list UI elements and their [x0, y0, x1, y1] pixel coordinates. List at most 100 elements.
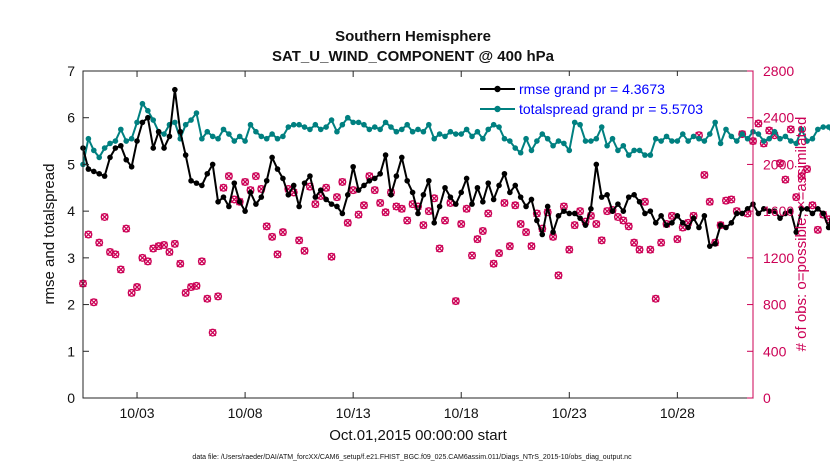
totalspread-point	[361, 121, 367, 128]
obs-count-point	[495, 249, 504, 258]
totalspread-point	[474, 128, 481, 135]
totalspread-point	[188, 117, 194, 123]
obs-assimilated-marker	[419, 221, 428, 229]
rmse-point	[598, 194, 605, 200]
obs-count-point	[359, 201, 368, 210]
obs-count-point	[419, 221, 428, 230]
obs-assimilated-marker	[571, 221, 579, 229]
obs-count-point	[624, 222, 633, 231]
obs-count-point	[565, 245, 574, 254]
rmse-point	[815, 206, 821, 212]
obs-assimilated-marker	[657, 239, 665, 247]
obs-count-point	[268, 232, 277, 241]
obs-possible-marker	[376, 198, 385, 207]
obs-count-point	[484, 209, 493, 218]
obs-count-point	[597, 236, 606, 245]
totalspread-point	[669, 138, 675, 144]
totalspread-point	[453, 131, 459, 137]
obs-assimilated-marker	[554, 271, 563, 280]
totalspread-point	[145, 107, 151, 114]
rmse-point	[388, 191, 394, 198]
obs-count-point	[754, 119, 763, 128]
rmse-point	[571, 210, 578, 217]
obs-possible-marker	[435, 244, 444, 253]
obs-count-point	[89, 298, 98, 307]
rmse-point	[463, 175, 470, 182]
rmse-point	[420, 191, 427, 198]
obs-possible-marker	[338, 177, 347, 186]
obs-possible-marker	[813, 225, 822, 234]
obs-possible-marker	[738, 130, 747, 139]
rmse-point	[442, 184, 448, 191]
totalspread-point	[550, 142, 556, 149]
y-right-tick-label: 1600	[763, 203, 794, 219]
rmse-point	[453, 201, 459, 207]
totalspread-point	[436, 131, 443, 137]
obs-assimilated-marker	[727, 195, 736, 204]
obs-count-point	[251, 172, 260, 181]
rmse-point	[242, 208, 248, 214]
obs-assimilated-marker	[781, 175, 790, 184]
obs-possible-marker	[160, 241, 169, 250]
totalspread-point	[609, 135, 616, 142]
totalspread-point	[766, 135, 773, 142]
obs-possible-marker	[332, 193, 341, 202]
obs-assimilated-marker	[495, 249, 503, 257]
obs-count-point	[84, 230, 93, 239]
obs-assimilated-marker	[252, 172, 260, 180]
obs-assimilated-marker	[803, 165, 811, 173]
obs-possible-marker	[197, 257, 206, 266]
obs-possible-marker	[192, 281, 201, 290]
rmse-point	[193, 180, 200, 186]
rmse-point	[577, 215, 583, 221]
totalspread-point	[706, 131, 713, 137]
plot-area	[83, 71, 753, 398]
rmse-point	[723, 224, 729, 231]
obs-count-point	[527, 242, 536, 251]
obs-assimilated-marker	[506, 242, 514, 250]
obs-assimilated-marker	[344, 219, 352, 227]
obs-assimilated-marker	[468, 251, 476, 260]
obs-count-point	[376, 198, 385, 207]
rmse-point	[274, 166, 281, 172]
totalspread-point	[290, 121, 297, 128]
totalspread-point	[804, 138, 810, 144]
obs-possible-marker	[241, 177, 250, 186]
rmse-point	[744, 206, 751, 212]
obs-possible-marker	[203, 294, 212, 303]
totalspread-point	[328, 117, 335, 123]
obs-count-point	[214, 292, 223, 301]
rmse-point	[204, 170, 211, 177]
x-tick-label: 10/23	[552, 405, 587, 421]
obs-assimilated-marker	[560, 202, 568, 211]
obs-assimilated-marker	[517, 220, 525, 228]
obs-assimilated-marker	[668, 212, 676, 220]
x-tick-label: 10/03	[120, 405, 155, 421]
rmse-point	[485, 180, 492, 186]
obs-possible-marker	[273, 250, 282, 259]
obs-assimilated-marker	[441, 216, 449, 225]
obs-possible-marker	[354, 210, 363, 219]
rmse-point	[798, 206, 805, 212]
rmse-point	[296, 203, 302, 210]
totalspread-point	[534, 138, 540, 144]
rmse-point	[258, 194, 265, 200]
obs-assimilated-marker	[435, 244, 444, 253]
obs-count-point	[457, 219, 466, 228]
y-right-tick-label: 2000	[763, 156, 794, 172]
obs-count-point	[592, 219, 601, 228]
obs-possible-marker	[300, 246, 309, 255]
obs-count-point	[473, 235, 482, 244]
rmse-point	[712, 241, 718, 247]
obs-count-point	[133, 283, 142, 292]
rmse-point	[761, 206, 767, 212]
totalspread-point	[447, 128, 454, 135]
rmse-point	[771, 208, 778, 214]
obs-possible-marker	[473, 235, 482, 244]
totalspread-point	[512, 145, 519, 151]
obs-possible-marker	[495, 249, 504, 258]
obs-count-point	[343, 218, 352, 227]
totalspread-point	[404, 121, 410, 128]
obs-assimilated-marker	[100, 213, 109, 221]
